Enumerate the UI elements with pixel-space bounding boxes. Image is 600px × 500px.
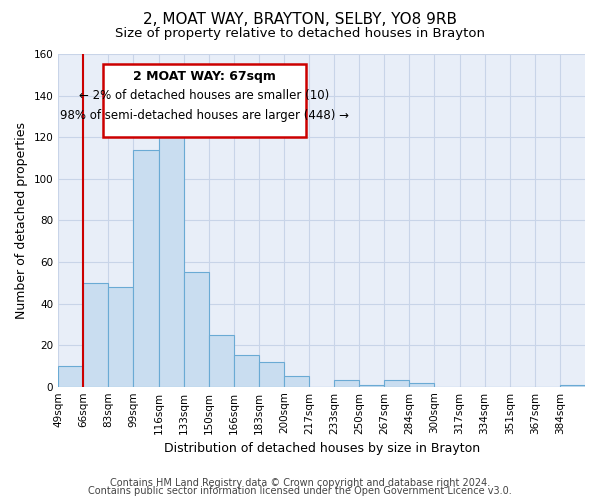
Bar — [234, 356, 259, 386]
Text: Contains public sector information licensed under the Open Government Licence v3: Contains public sector information licen… — [88, 486, 512, 496]
Bar — [334, 380, 359, 386]
Y-axis label: Number of detached properties: Number of detached properties — [15, 122, 28, 319]
Bar — [385, 380, 409, 386]
Bar — [560, 384, 585, 386]
Bar — [259, 362, 284, 386]
Bar — [284, 376, 309, 386]
Bar — [359, 384, 385, 386]
FancyBboxPatch shape — [103, 64, 306, 137]
Bar — [209, 334, 234, 386]
Bar — [133, 150, 158, 386]
Bar — [409, 382, 434, 386]
Text: ← 2% of detached houses are smaller (10): ← 2% of detached houses are smaller (10) — [79, 89, 329, 102]
Text: Contains HM Land Registry data © Crown copyright and database right 2024.: Contains HM Land Registry data © Crown c… — [110, 478, 490, 488]
Bar — [158, 137, 184, 386]
Bar — [58, 366, 83, 386]
Text: 98% of semi-detached houses are larger (448) →: 98% of semi-detached houses are larger (… — [60, 109, 349, 122]
X-axis label: Distribution of detached houses by size in Brayton: Distribution of detached houses by size … — [164, 442, 479, 455]
Text: Size of property relative to detached houses in Brayton: Size of property relative to detached ho… — [115, 28, 485, 40]
Bar — [109, 287, 133, 386]
Text: 2, MOAT WAY, BRAYTON, SELBY, YO8 9RB: 2, MOAT WAY, BRAYTON, SELBY, YO8 9RB — [143, 12, 457, 28]
Text: 2 MOAT WAY: 67sqm: 2 MOAT WAY: 67sqm — [133, 70, 276, 83]
Bar — [83, 282, 109, 387]
Bar — [184, 272, 209, 386]
